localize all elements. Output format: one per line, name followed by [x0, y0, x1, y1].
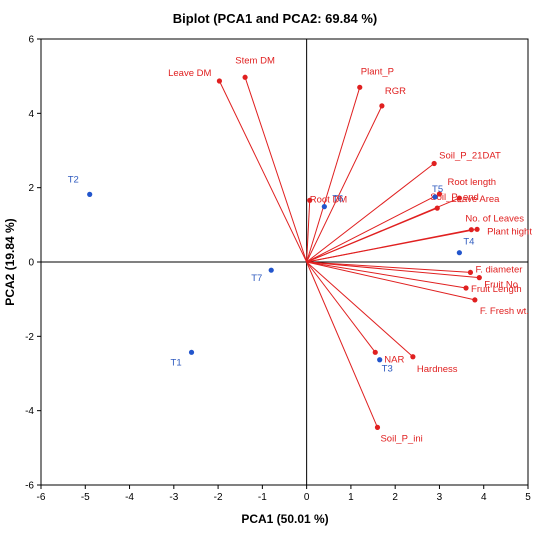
- variable-point: [431, 160, 437, 167]
- variable-point: [372, 349, 378, 355]
- y-tick-label: 2: [28, 183, 34, 194]
- variable-point: [242, 74, 248, 80]
- variable-label: F. Fresh wt.: [480, 306, 529, 317]
- variable-vector-line: [306, 261, 467, 289]
- variable-label: Leave DM: [168, 68, 211, 79]
- variable-point: [307, 197, 313, 203]
- y-axis-label: PCA2 (19.84 %): [3, 218, 17, 305]
- observation-label: T7: [251, 273, 262, 284]
- variable-label: Root DM: [310, 194, 348, 205]
- variable-label: RGR: [385, 86, 406, 97]
- variable-point: [410, 354, 416, 360]
- variable-vectors: Stem DM Leave DM Plant_P RGR Soil_P_21DAT Roo…: [168, 55, 532, 444]
- x-tick-label: 2: [392, 492, 398, 503]
- x-axis-label: PCA1 (50.01 %): [241, 512, 328, 526]
- x-tick-label: -1: [258, 492, 267, 503]
- variable-point: [467, 269, 474, 276]
- x-tick-label: 1: [348, 492, 354, 503]
- variable-label: F. diameter: [475, 264, 522, 275]
- variable-point: [476, 275, 482, 281]
- observation-point: [188, 349, 195, 355]
- variable-vector-line: [306, 261, 475, 301]
- observation-point: [268, 267, 274, 273]
- variable-vector-line: [306, 261, 378, 428]
- axis-ticks: -6 -5 -4 -3 -2 -1 0 1 2 3 4 5 -6 -4 -2 0 2 4 6: [25, 35, 531, 504]
- variable-vector-line: [306, 105, 383, 263]
- variable-point: [463, 285, 469, 291]
- x-tick-label: -2: [214, 492, 223, 503]
- observation-label: T6: [332, 194, 343, 205]
- y-tick-label: -4: [25, 406, 34, 417]
- x-tick-label: -6: [37, 492, 46, 503]
- variable-point: [357, 84, 363, 90]
- variable-vector-line: [306, 261, 471, 273]
- variable-vector-line: [306, 200, 311, 263]
- observation-label: T5: [432, 184, 443, 195]
- variable-point: [374, 424, 381, 430]
- y-tick-label: 4: [28, 109, 34, 120]
- y-tick-label: 0: [28, 258, 34, 269]
- x-tick-label: 5: [525, 492, 531, 503]
- observation-point: [456, 250, 462, 256]
- variable-point: [474, 226, 480, 232]
- variable-label: Soil_P_ini: [380, 433, 422, 444]
- variable-label: Soil_P_end: [430, 192, 479, 203]
- observation-point: [87, 191, 93, 197]
- variable-point: [216, 78, 223, 84]
- variable-label: No. of Leaves: [465, 214, 524, 225]
- x-tick-label: -3: [169, 492, 178, 503]
- observation-label: T3: [382, 364, 393, 375]
- observation-point: [432, 194, 438, 200]
- x-tick-label: -5: [81, 492, 90, 503]
- observation-label: T1: [171, 357, 182, 368]
- variable-point: [456, 195, 462, 201]
- variable-label: Hardness: [417, 364, 458, 375]
- x-tick-label: -4: [125, 492, 134, 503]
- variable-vector-line: [306, 261, 414, 358]
- variable-vector-line: [306, 193, 440, 263]
- variable-label: Fruit Length: [471, 284, 522, 295]
- x-tick-label: 4: [481, 492, 487, 503]
- variable-vector-line: [306, 163, 435, 263]
- variable-label: Fruit No: [484, 280, 518, 291]
- variable-label: NAR: [384, 354, 404, 365]
- chart-title: Biplot (PCA1 and PCA2: 69.84 %): [173, 11, 377, 26]
- observation-point: [321, 204, 327, 210]
- x-tick-label: 0: [304, 492, 310, 503]
- variable-vector-line: [306, 261, 376, 353]
- variable-vector-line: [244, 77, 308, 263]
- variable-point: [472, 297, 478, 303]
- variable-label: Soil_P_21DAT: [439, 151, 501, 162]
- observation-label: T4: [463, 237, 474, 248]
- variable-label: Leave Area: [451, 194, 500, 205]
- variable-point: [434, 205, 440, 211]
- variable-vector-line: [306, 207, 438, 263]
- variable-label: Plant hight: [487, 226, 532, 237]
- x-tick-label: 3: [437, 492, 443, 503]
- observation-label: T2: [68, 174, 79, 185]
- variable-label: Plant_P: [361, 66, 394, 77]
- variable-vector-line: [306, 261, 480, 279]
- y-tick-label: 6: [28, 35, 34, 46]
- y-tick-label: -2: [25, 332, 34, 343]
- variable-vector-line: [306, 87, 361, 263]
- variable-vector-line: [306, 228, 478, 263]
- variable-label: Root length: [447, 177, 496, 188]
- variable-point: [436, 191, 443, 197]
- variable-vector-line: [218, 80, 308, 263]
- y-tick-label: -6: [25, 481, 34, 492]
- variable-label: Stem DM: [235, 55, 275, 66]
- observation-points: T2 T5 T6 T4 T7 T1 T3: [68, 174, 475, 374]
- observation-point: [377, 357, 383, 363]
- variable-point: [379, 103, 385, 109]
